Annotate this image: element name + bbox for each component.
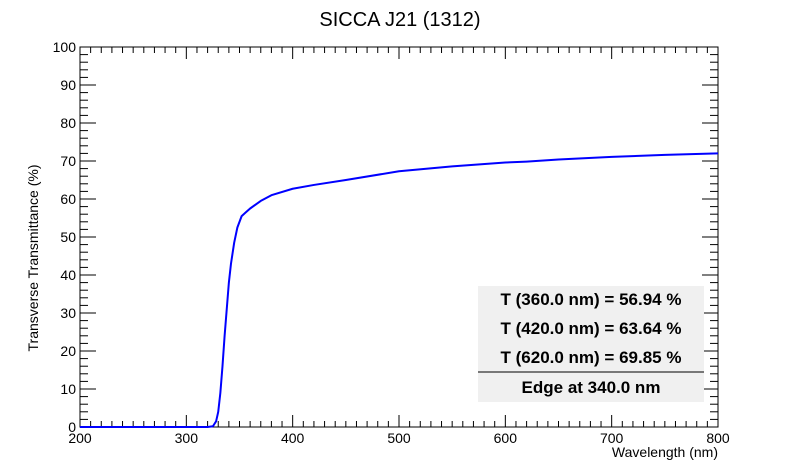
- y-tick-label: 100: [53, 39, 77, 55]
- y-tick-label: 60: [60, 191, 76, 207]
- y-tick-label: 0: [68, 419, 76, 435]
- chart-title: SICCA J21 (1312): [319, 9, 480, 31]
- x-axis: 200 300 400 500 600 700 800: [68, 47, 730, 446]
- stats-box: T (360.0 nm) = 56.94 % T (420.0 nm) = 63…: [478, 286, 704, 402]
- y-tick-label: 80: [60, 115, 76, 131]
- x-tick-label: 500: [387, 430, 411, 446]
- annotation-edge: Edge at 340.0 nm: [522, 378, 661, 397]
- y-tick-label: 30: [60, 305, 76, 321]
- y-tick-label: 50: [60, 229, 76, 245]
- x-axis-label: Wavelength (nm): [612, 444, 718, 460]
- series-line-0: [80, 152, 719, 428]
- x-tick-label: 300: [175, 430, 199, 446]
- y-tick-label: 10: [60, 381, 76, 397]
- y-axis-label: Transverse Transmittance (%): [25, 165, 41, 352]
- x-tick-label: 400: [281, 430, 305, 446]
- y-tick-label: 40: [60, 267, 76, 283]
- annotation-t620: T (620.0 nm) = 69.85 %: [501, 348, 682, 367]
- y-tick-label: 20: [60, 343, 76, 359]
- y-tick-label: 70: [60, 153, 76, 169]
- series-group: [80, 152, 719, 428]
- x-tick-label: 800: [706, 430, 730, 446]
- x-tick-label: 200: [68, 430, 92, 446]
- y-axis: 0 10 20 30 40 50 60 70 80 90 100: [53, 39, 718, 435]
- y-tick-label: 90: [60, 77, 76, 93]
- stats-box-background: [478, 286, 704, 402]
- annotation-t420: T (420.0 nm) = 63.64 %: [501, 319, 682, 338]
- x-tick-label: 700: [600, 430, 624, 446]
- x-tick-label: 600: [494, 430, 518, 446]
- annotation-t360: T (360.0 nm) = 56.94 %: [501, 290, 682, 309]
